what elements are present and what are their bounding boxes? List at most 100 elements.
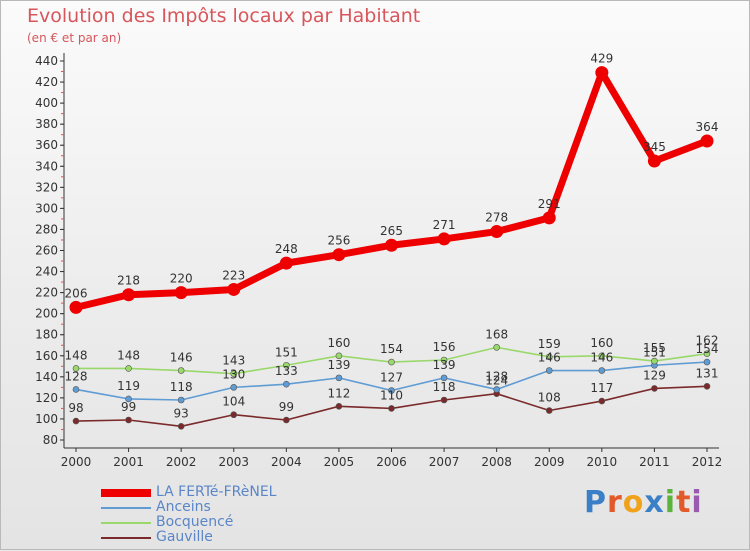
data-label: 162 <box>696 334 719 348</box>
data-point <box>595 66 609 80</box>
data-label: 429 <box>590 52 613 66</box>
data-point <box>177 423 185 430</box>
data-label: 151 <box>643 345 666 359</box>
logo-letter: i <box>664 485 677 520</box>
data-label: 124 <box>485 374 508 388</box>
legend-label: LA FERTé-FRèNEL <box>156 484 277 500</box>
y-tick-label: 360 <box>35 138 58 152</box>
y-tick-label: 220 <box>35 286 58 300</box>
data-label: 156 <box>433 340 456 354</box>
data-label: 146 <box>538 351 561 365</box>
data-point <box>490 225 504 239</box>
data-point <box>440 396 448 404</box>
y-tick-label: 280 <box>35 222 58 236</box>
data-point <box>545 407 553 414</box>
data-label: 143 <box>222 354 245 368</box>
data-point <box>125 395 132 403</box>
data-label: 93 <box>174 406 189 420</box>
data-labels: 98 99 93 104 99 112 110 118 124 108 117 129 131 128 11… <box>65 52 719 421</box>
logo-letter: P <box>584 485 607 520</box>
data-label: 98 <box>68 401 83 415</box>
data-label: 148 <box>117 348 140 362</box>
data-point <box>700 134 714 148</box>
data-point <box>122 288 136 302</box>
y-tick-label: 180 <box>35 328 58 342</box>
data-point <box>335 352 343 360</box>
legend-swatch <box>101 522 151 524</box>
logo-letter: r <box>607 485 623 520</box>
y-tick-label: 160 <box>35 349 58 363</box>
data-point <box>493 386 500 393</box>
data-point <box>230 370 238 377</box>
data-point <box>493 344 500 351</box>
data-point <box>388 405 395 412</box>
data-point <box>647 154 661 168</box>
data-point <box>72 417 80 425</box>
y-tick-label: 380 <box>35 117 58 131</box>
data-label: 155 <box>643 341 666 355</box>
data-label: 364 <box>696 120 719 134</box>
x-tick-label: 2010 <box>587 455 618 469</box>
data-label: 148 <box>65 348 88 362</box>
data-label: 139 <box>327 358 350 372</box>
data-label: 271 <box>433 218 456 232</box>
y-tick-label: 100 <box>35 412 58 426</box>
data-point <box>125 416 132 424</box>
data-point <box>230 411 238 419</box>
axes: 80 100 120 140 160 180 200 220 240 260 280 300 320 34… <box>35 53 722 469</box>
data-point <box>230 384 238 391</box>
data-label: 119 <box>117 379 140 393</box>
data-point <box>177 367 185 374</box>
y-tick-label: 400 <box>35 96 58 110</box>
data-point <box>437 232 451 246</box>
logo-letter: t <box>676 485 692 520</box>
data-point <box>283 361 290 369</box>
y-tick-label: 80 <box>43 433 58 447</box>
data-point <box>72 386 80 393</box>
y-tick-label: 420 <box>35 75 58 89</box>
chart-subtitle: (en € et par an) <box>27 31 122 45</box>
x-tick-label: 2009 <box>534 455 565 469</box>
logo-letter: x <box>644 485 665 520</box>
data-label: 154 <box>696 342 719 356</box>
x-tick-label: 2012 <box>692 455 723 469</box>
data-point <box>598 352 606 360</box>
data-point <box>545 353 553 361</box>
data-label: 159 <box>538 337 561 351</box>
data-point <box>598 367 606 374</box>
y-tick-label: 260 <box>35 244 58 258</box>
data-label: 146 <box>170 351 193 365</box>
data-point <box>177 396 185 404</box>
data-label: 104 <box>222 395 245 409</box>
data-label: 130 <box>222 367 245 381</box>
y-tick-label: 300 <box>35 201 58 215</box>
legend-swatch <box>101 537 151 539</box>
data-label: 110 <box>380 388 403 402</box>
logo-letter: i <box>691 485 703 520</box>
y-tick-label: 440 <box>35 54 58 68</box>
x-tick-label: 2007 <box>429 455 460 469</box>
chart-title: Evolution des Impôts locaux par Habitant <box>27 5 421 27</box>
data-label: 220 <box>170 272 193 286</box>
data-label: 291 <box>538 197 561 211</box>
data-label: 345 <box>643 140 666 154</box>
data-point <box>651 357 658 365</box>
data-point <box>125 365 132 372</box>
data-point <box>545 367 553 374</box>
x-tick-label: 2003 <box>218 455 249 469</box>
legend-label: Anceins <box>156 499 211 515</box>
data-point <box>703 358 711 366</box>
data-label: 128 <box>65 369 88 383</box>
y-tick-label: 200 <box>35 307 58 321</box>
data-label: 99 <box>279 400 294 414</box>
data-label: 206 <box>65 286 88 300</box>
data-label: 108 <box>538 391 561 405</box>
data-point <box>703 350 711 357</box>
data-label: 160 <box>327 336 350 350</box>
data-point <box>332 248 346 262</box>
x-tick-label: 2000 <box>61 455 92 469</box>
data-label: 160 <box>590 336 613 350</box>
data-point <box>72 365 80 372</box>
